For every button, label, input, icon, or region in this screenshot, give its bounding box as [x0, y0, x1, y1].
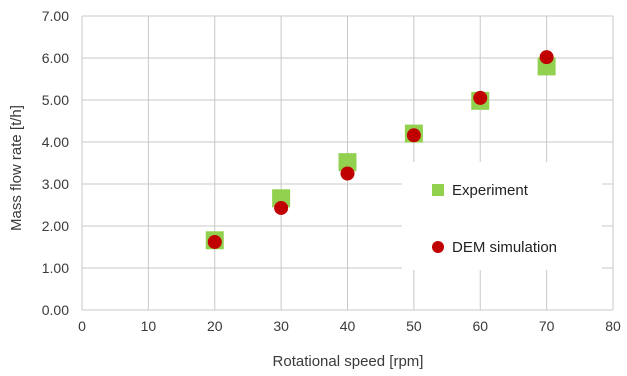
y-tick-label: 4.00	[42, 134, 69, 150]
experiment-point	[338, 153, 357, 172]
dem-simulation-point	[274, 200, 289, 215]
dem-simulation-point	[406, 128, 421, 143]
dem-simulation-point	[473, 90, 488, 105]
y-tick-labels: 0.00 1.00 2.00 3.00 4.00 5.00 6.00 7.00	[42, 8, 69, 318]
y-tick-label: 2.00	[42, 218, 69, 234]
x-tick-label: 50	[406, 318, 422, 334]
x-tick-label: 70	[539, 318, 555, 334]
data-marks	[205, 50, 556, 250]
y-tick-label: 0.00	[42, 302, 69, 318]
legend-swatch-experiment	[432, 184, 444, 196]
y-tick-label: 5.00	[42, 92, 69, 108]
dem-simulation-point	[539, 50, 554, 65]
x-tick-label: 40	[340, 318, 356, 334]
legend-label: DEM simulation	[452, 239, 557, 256]
series-dem-simulation	[207, 50, 554, 249]
x-tick-labels: 0 10 20 30 40 50 60 70 80	[78, 318, 621, 334]
y-tick-label: 6.00	[42, 50, 69, 66]
x-tick-label: 10	[141, 318, 157, 334]
x-tick-label: 80	[605, 318, 621, 334]
x-axis-label: Rotational speed [rpm]	[273, 353, 424, 370]
x-tick-label: 20	[207, 318, 223, 334]
y-tick-label: 3.00	[42, 176, 69, 192]
y-axis-label: Mass flow rate [t/h]	[8, 105, 25, 231]
x-tick-label: 0	[78, 318, 86, 334]
y-tick-label: 1.00	[42, 260, 69, 276]
dem-simulation-point	[340, 166, 355, 181]
legend-label: Experiment	[452, 182, 529, 199]
y-tick-label: 7.00	[42, 8, 69, 24]
x-tick-label: 30	[273, 318, 289, 334]
x-tick-label: 60	[472, 318, 488, 334]
legend-swatch-dem-simulation	[432, 241, 444, 253]
dem-simulation-point	[207, 234, 222, 249]
legend: Experiment DEM simulation	[432, 182, 557, 256]
